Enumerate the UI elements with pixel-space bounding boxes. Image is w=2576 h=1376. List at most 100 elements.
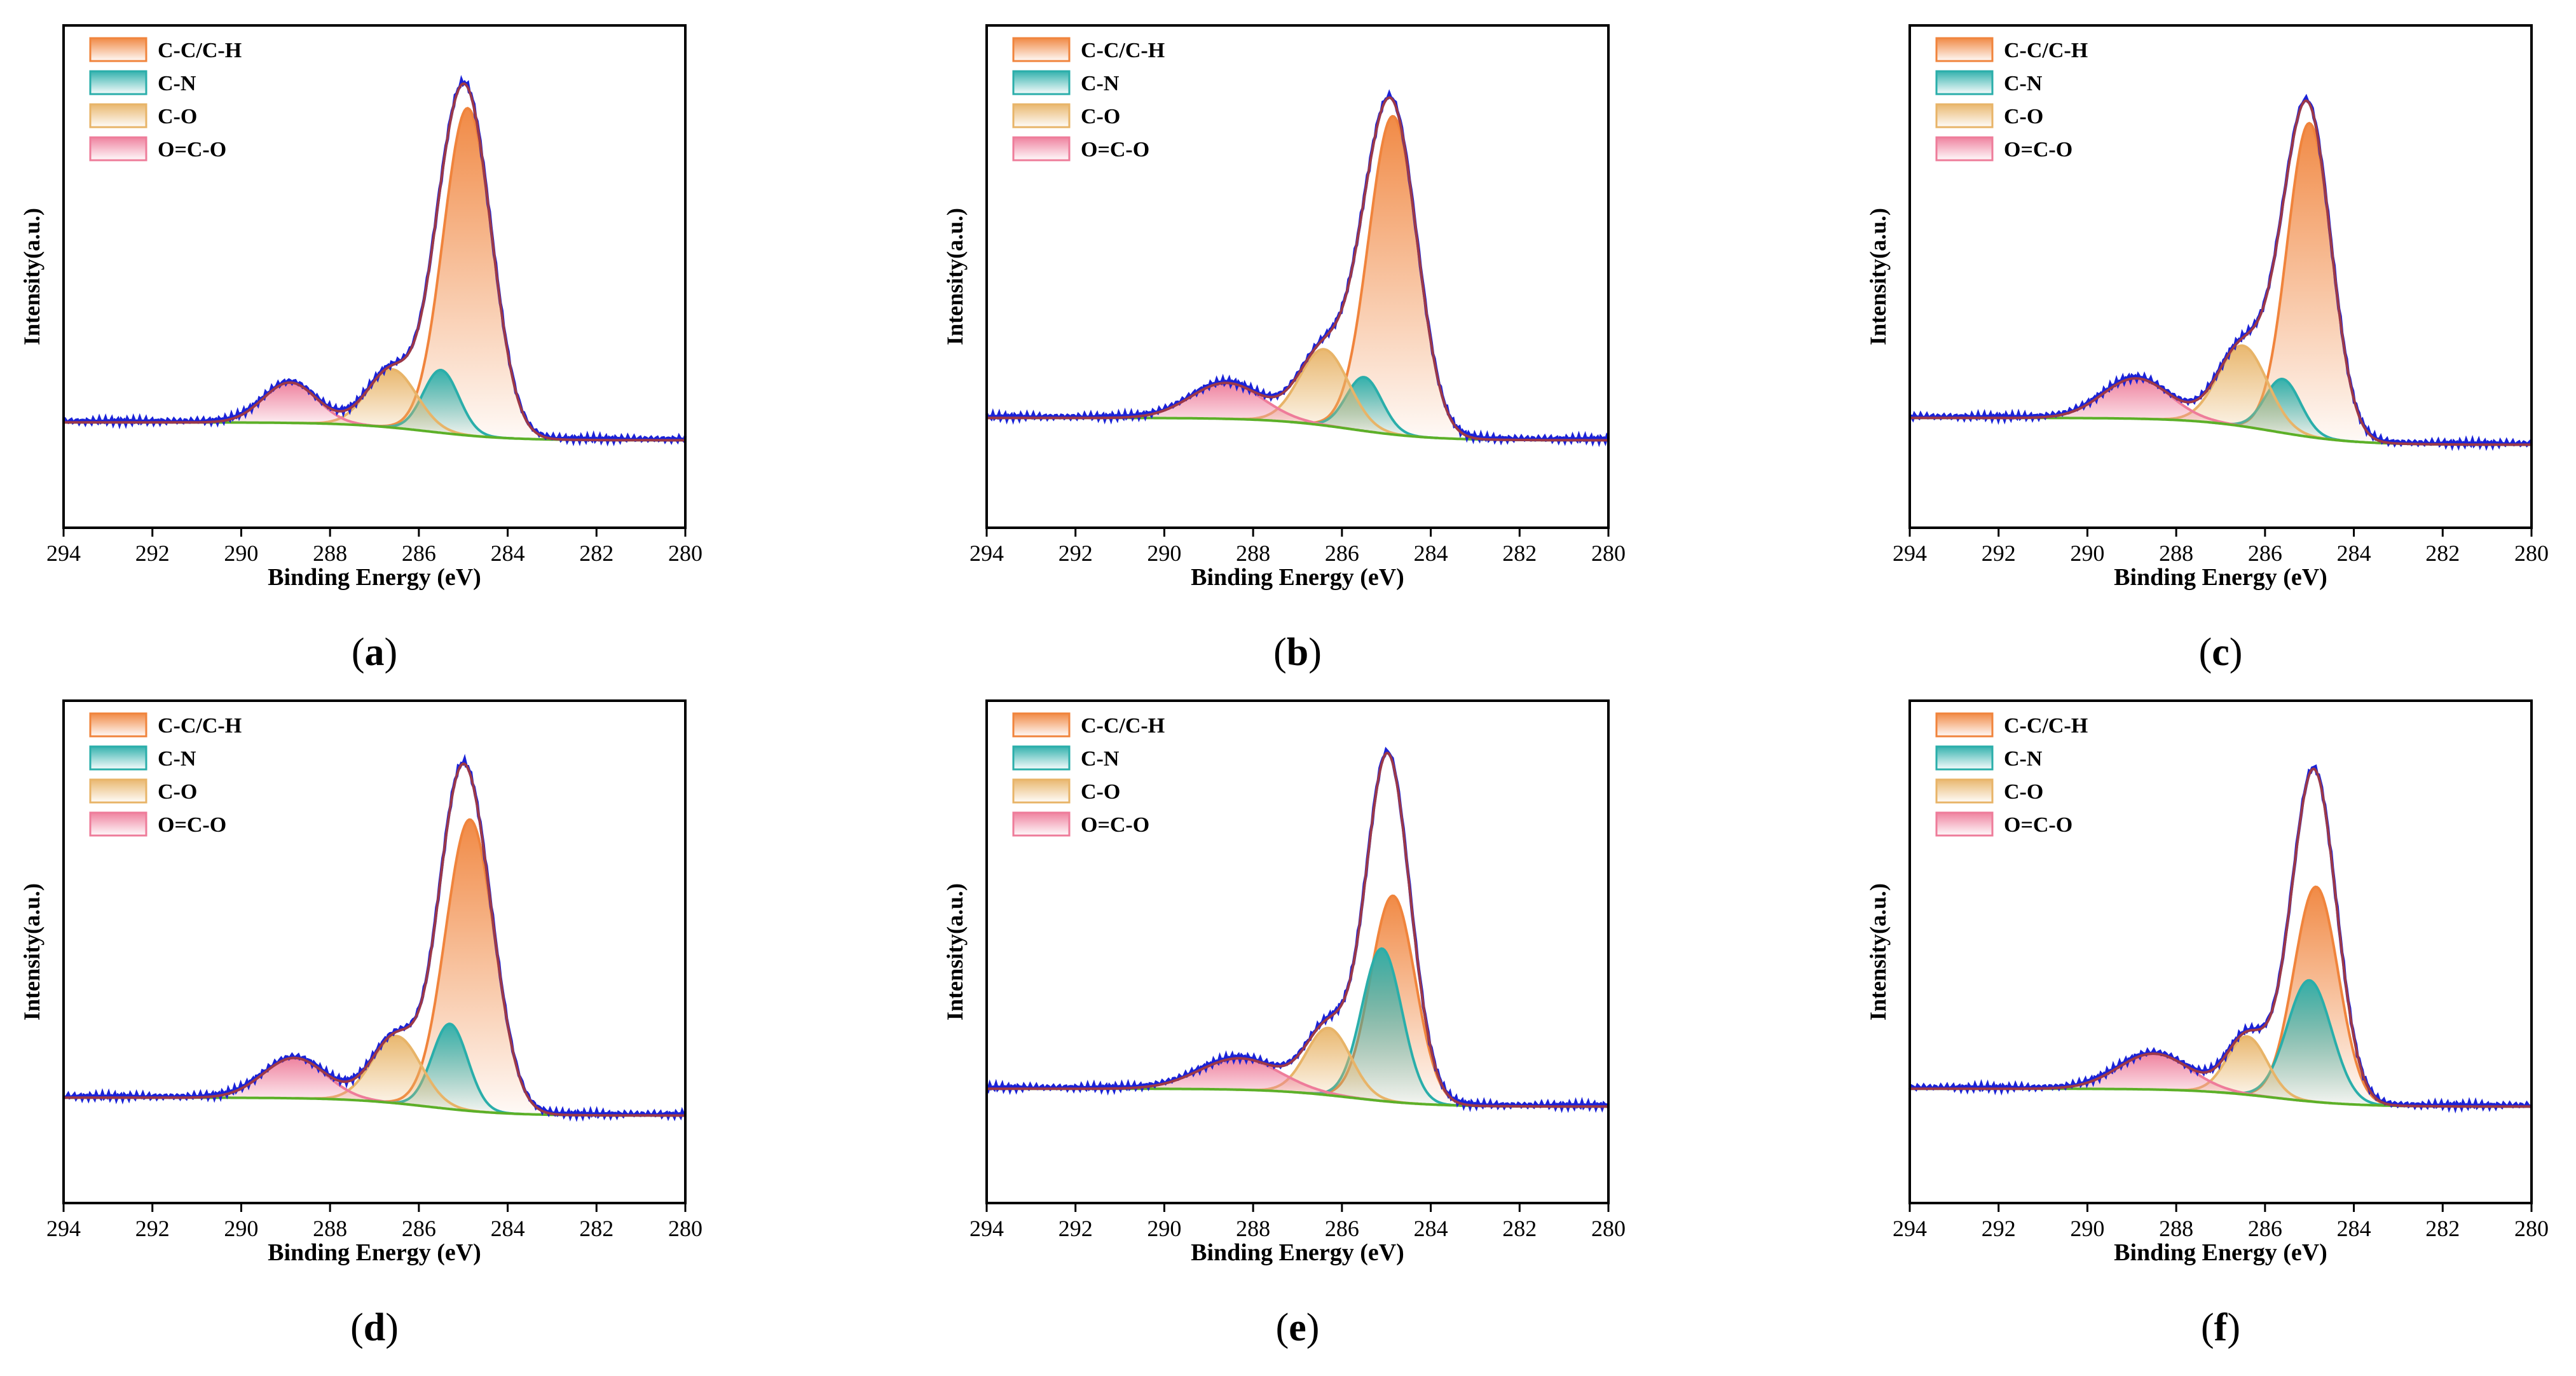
x-tick-label: 290 bbox=[2070, 1216, 2104, 1241]
y-axis-label: Intensity(a.u.) bbox=[19, 883, 45, 1021]
x-tick-label: 282 bbox=[579, 1216, 613, 1241]
plot-frame bbox=[1908, 24, 2533, 529]
x-tick-label: 286 bbox=[1325, 540, 1359, 566]
raw-data-line bbox=[985, 89, 1610, 448]
peak-fill-cn bbox=[2217, 980, 2403, 1106]
x-tick-label: 292 bbox=[1982, 1216, 2016, 1241]
legend-swatch-cc bbox=[89, 37, 147, 62]
legend-swatch-occo bbox=[89, 811, 147, 837]
legend-label-cc: C-C/C-H bbox=[158, 39, 242, 62]
legend-swatch-cc bbox=[1012, 712, 1071, 738]
chart-panel-c: 294 292 290 288 286 284 282 280 Binding Energy (… bbox=[1865, 24, 2549, 674]
legend-label-cc: C-C/C-H bbox=[1081, 39, 1165, 62]
legend-label-occo: O=C-O bbox=[158, 138, 226, 162]
y-axis-label: Intensity(a.u.) bbox=[1865, 883, 1891, 1021]
y-axis-label: Intensity(a.u.) bbox=[19, 208, 45, 345]
x-axis-label: Binding Energy (eV) bbox=[268, 564, 481, 591]
legend-label-co: C-O bbox=[158, 780, 197, 804]
legend-label-co: C-O bbox=[2004, 780, 2043, 804]
x-tick-label: 290 bbox=[224, 1216, 258, 1241]
legend-swatch-occo bbox=[89, 136, 147, 162]
peak-fill-cc bbox=[368, 820, 572, 1115]
x-axis-label: Binding Energy (eV) bbox=[2114, 1239, 2327, 1266]
x-tick-label: 290 bbox=[1147, 1216, 1181, 1241]
x-tick-label: 294 bbox=[1893, 1216, 1927, 1241]
x-tick-label: 294 bbox=[969, 1216, 1004, 1241]
raw-data-line bbox=[1908, 764, 2533, 1114]
legend-label-cn: C-N bbox=[158, 747, 196, 771]
legend-label-occo: O=C-O bbox=[1081, 138, 1149, 162]
y-axis-label: Intensity(a.u.) bbox=[942, 883, 968, 1021]
legend-swatch-co bbox=[1935, 778, 1994, 804]
chart-panel-e: 294 292 290 288 286 284 282 280 Binding Energy (… bbox=[942, 699, 1626, 1349]
x-tick-label: 292 bbox=[1058, 540, 1093, 566]
legend-label-co: C-O bbox=[1081, 780, 1120, 804]
legend-label-cn: C-N bbox=[158, 72, 196, 95]
x-tick-label: 284 bbox=[2337, 1216, 2371, 1241]
chart-panel-a: 294 292 290 288 286 284 282 280 Binding Energy (… bbox=[19, 24, 702, 674]
panel-caption-a: (a) bbox=[352, 631, 397, 674]
panel-caption-c: (c) bbox=[2199, 631, 2243, 674]
x-tick-label: 286 bbox=[402, 1216, 436, 1241]
legend-swatch-co bbox=[1012, 778, 1071, 804]
x-tick-label: 290 bbox=[224, 540, 258, 566]
fit-envelope-line bbox=[987, 752, 1608, 1108]
fit-envelope-line bbox=[64, 82, 685, 442]
x-tick-label: 292 bbox=[135, 1216, 170, 1241]
panel-caption-e: (e) bbox=[1276, 1306, 1320, 1349]
legend-label-co: C-O bbox=[2004, 105, 2043, 128]
plot-frame bbox=[985, 24, 1610, 529]
chart-panel-f: 294 292 290 288 286 284 282 280 Binding Energy (… bbox=[1865, 699, 2549, 1349]
legend-label-cc: C-C/C-H bbox=[1081, 714, 1165, 738]
peak-fill-cn bbox=[376, 1024, 524, 1115]
plot-frame bbox=[62, 699, 687, 1204]
legend-label-cn: C-N bbox=[1081, 72, 1120, 95]
legend-swatch-occo bbox=[1935, 136, 1994, 162]
x-axis-label: Binding Energy (eV) bbox=[1191, 564, 1404, 591]
x-tick-label: 280 bbox=[2514, 1216, 2549, 1241]
x-tick-label: 288 bbox=[1236, 1216, 1270, 1241]
x-axis-label: Binding Energy (eV) bbox=[2114, 564, 2327, 591]
legend-swatch-cc bbox=[1935, 712, 1994, 738]
x-tick-label: 286 bbox=[2248, 1216, 2282, 1241]
chart-panel-b: 294 292 290 288 286 284 282 280 Binding Energy (… bbox=[942, 24, 1626, 674]
peak-fill-cc bbox=[2217, 123, 2403, 444]
plot-frame bbox=[985, 699, 1610, 1204]
legend-label-occo: O=C-O bbox=[158, 813, 226, 837]
x-tick-label: 292 bbox=[1982, 540, 2016, 566]
x-tick-label: 280 bbox=[2514, 540, 2549, 566]
x-tick-label: 290 bbox=[1147, 540, 1181, 566]
x-tick-label: 294 bbox=[46, 1216, 81, 1241]
peak-fill-cn bbox=[366, 370, 514, 439]
legend-swatch-cc bbox=[1012, 37, 1071, 62]
x-tick-label: 282 bbox=[1502, 540, 1537, 566]
legend-swatch-cn bbox=[1012, 745, 1071, 771]
legend-swatch-cn bbox=[1935, 745, 1994, 771]
x-tick-label: 282 bbox=[579, 540, 613, 566]
x-tick-label: 284 bbox=[1414, 540, 1448, 566]
x-tick-label: 280 bbox=[668, 540, 702, 566]
x-tick-label: 280 bbox=[1591, 540, 1626, 566]
x-tick-label: 286 bbox=[1325, 1216, 1359, 1241]
legend-swatch-occo bbox=[1012, 136, 1071, 162]
legend-label-occo: O=C-O bbox=[1081, 813, 1149, 837]
legend-swatch-cn bbox=[89, 70, 147, 95]
x-tick-label: 286 bbox=[2248, 540, 2282, 566]
fit-envelope-line bbox=[987, 96, 1608, 442]
y-axis-label: Intensity(a.u.) bbox=[942, 208, 968, 345]
x-tick-label: 292 bbox=[135, 540, 170, 566]
x-tick-label: 280 bbox=[668, 1216, 702, 1241]
x-axis-label: Binding Energy (eV) bbox=[268, 1239, 481, 1266]
peak-fill-cn bbox=[1299, 948, 1466, 1106]
x-tick-label: 288 bbox=[2159, 540, 2193, 566]
x-tick-label: 290 bbox=[2070, 540, 2104, 566]
legend-swatch-cn bbox=[1935, 70, 1994, 95]
x-tick-label: 292 bbox=[1058, 1216, 1093, 1241]
legend-label-cc: C-C/C-H bbox=[2004, 714, 2088, 738]
x-tick-label: 294 bbox=[1893, 540, 1927, 566]
x-tick-label: 284 bbox=[2337, 540, 2371, 566]
peak-fill-occo bbox=[178, 382, 401, 429]
legend-swatch-occo bbox=[1935, 811, 1994, 837]
legend-swatch-co bbox=[1935, 103, 1994, 128]
legend-label-cn: C-N bbox=[2004, 747, 2043, 771]
